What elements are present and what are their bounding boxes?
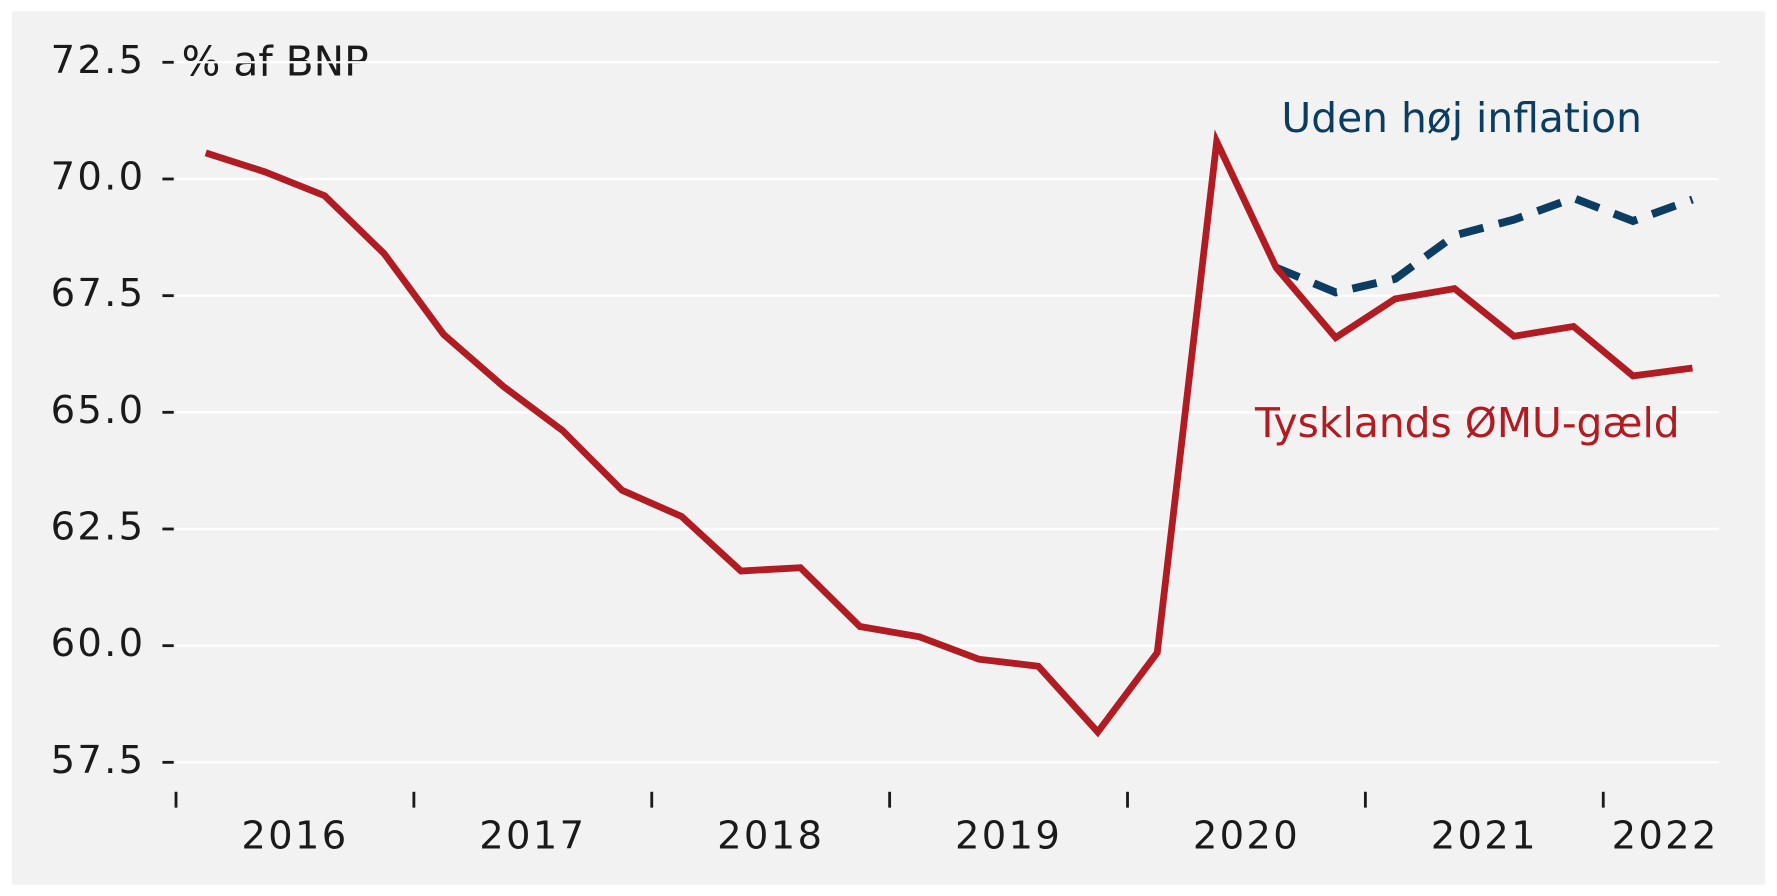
y-tick-label: 67.5	[51, 271, 146, 316]
y-tick-label: 62.5	[51, 504, 146, 549]
x-tick-label: 2022	[1612, 814, 1719, 859]
x-tick-label: 2018	[717, 814, 824, 859]
y-tick-label: 60.0	[51, 621, 146, 666]
line-series	[1274, 193, 1694, 297]
x-tick-label: 2016	[241, 814, 348, 859]
y-tick-label: 70.0	[51, 154, 146, 199]
x-tick-label: 2021	[1431, 814, 1538, 859]
series-label: Uden høj inflation	[1281, 94, 1642, 142]
y-tick-label: 65.0	[51, 388, 146, 433]
y-tick-label: 57.5	[51, 738, 146, 783]
x-tick-label: 2020	[1193, 814, 1300, 859]
x-tick-label: 2019	[955, 814, 1062, 859]
x-tick-label: 2017	[479, 814, 586, 859]
line-series	[204, 129, 1693, 738]
plot-background	[11, 11, 1766, 885]
y-tick-label: 72.5	[51, 38, 146, 83]
series-label: Tysklands ØMU-gæld	[1254, 399, 1680, 447]
